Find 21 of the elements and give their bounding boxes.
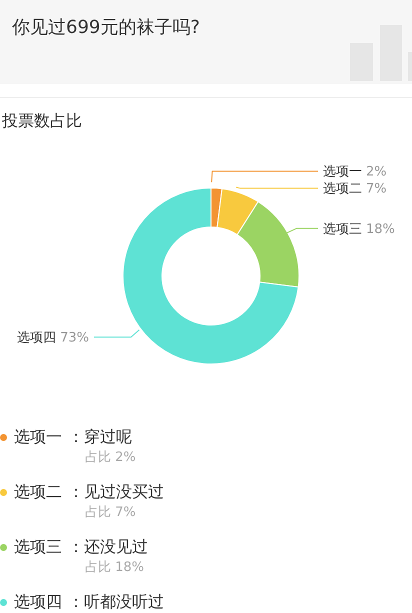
legend-label: 选项二 xyxy=(14,481,63,503)
legend-label: 选项三 xyxy=(14,536,63,558)
text: ：见过没买过 xyxy=(68,481,164,503)
slice-label: 选项四 xyxy=(17,330,56,346)
data-label: 73% xyxy=(60,330,89,346)
slice-label: 选项二 xyxy=(323,182,362,197)
data-label: 2% xyxy=(366,164,387,180)
legend-label: 选项四 xyxy=(14,591,63,613)
legend-label: 选项一 xyxy=(14,426,63,448)
chart-title: 你见过699元的袜子吗? xyxy=(12,17,200,39)
slice-label: 选项一 xyxy=(323,164,362,180)
text: 占比 7% xyxy=(84,504,137,522)
data-label: 18% xyxy=(366,222,395,237)
slice-label: 选项三 xyxy=(323,222,362,237)
chart-subtitle: 投票数占比 xyxy=(1,110,83,132)
data-label: 7% xyxy=(366,182,387,197)
text: 占比 2% xyxy=(84,449,136,467)
text: ：穿过呢 xyxy=(68,426,133,448)
text: ：还没见过 xyxy=(68,536,148,558)
text: 占比 18% xyxy=(84,559,146,577)
text: ：听都没听过 xyxy=(68,591,164,613)
